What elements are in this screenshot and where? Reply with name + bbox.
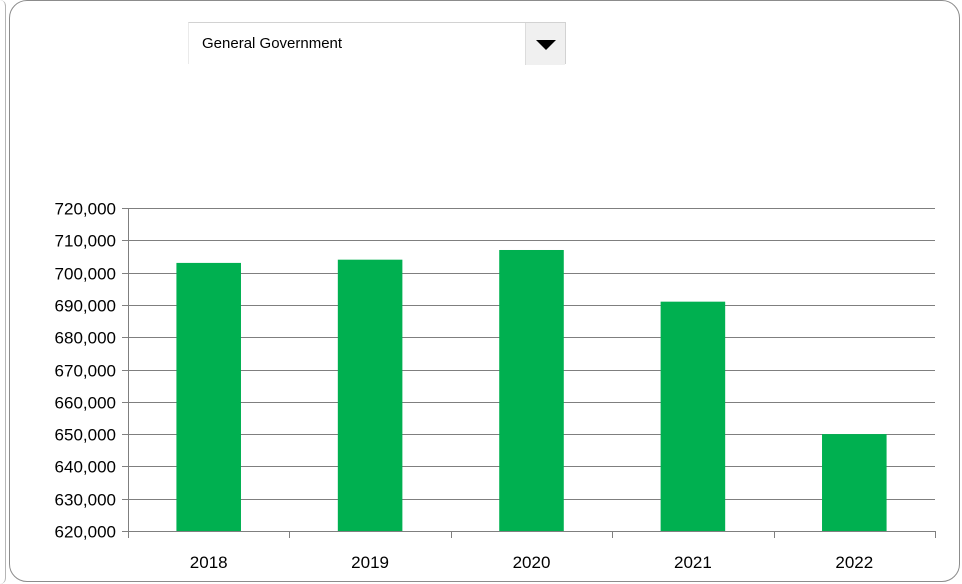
x-tick-label: 2021: [674, 553, 712, 572]
dropdown-toggle-button[interactable]: [525, 23, 565, 65]
bar: [499, 249, 564, 532]
y-tick-label: 720,000: [55, 200, 116, 219]
y-tick-label: 630,000: [55, 491, 116, 510]
x-tick-label: 2019: [351, 553, 389, 572]
x-tick-label: 2018: [190, 553, 228, 572]
x-tick-label: 2020: [513, 553, 551, 572]
y-tick-label: 660,000: [55, 394, 116, 413]
y-tick-label: 710,000: [55, 232, 116, 251]
window-edge: [0, 0, 6, 584]
y-tick-label: 640,000: [55, 458, 116, 477]
y-tick-label: 670,000: [55, 362, 116, 381]
bar: [337, 259, 403, 531]
chevron-down-icon: [536, 40, 556, 50]
y-tick-label: 650,000: [55, 426, 116, 445]
x-tick-label: 2022: [835, 553, 873, 572]
y-tick-label: 620,000: [55, 523, 116, 542]
bar: [176, 262, 241, 531]
sector-dropdown[interactable]: General Government: [188, 22, 566, 65]
chart-frame: [9, 0, 960, 582]
y-tick-label: 680,000: [55, 329, 116, 348]
y-tick-label: 700,000: [55, 265, 116, 284]
bar: [822, 434, 887, 531]
bar: [660, 301, 726, 531]
dropdown-selected-value: General Government: [202, 35, 343, 52]
y-tick-label: 690,000: [55, 297, 116, 316]
